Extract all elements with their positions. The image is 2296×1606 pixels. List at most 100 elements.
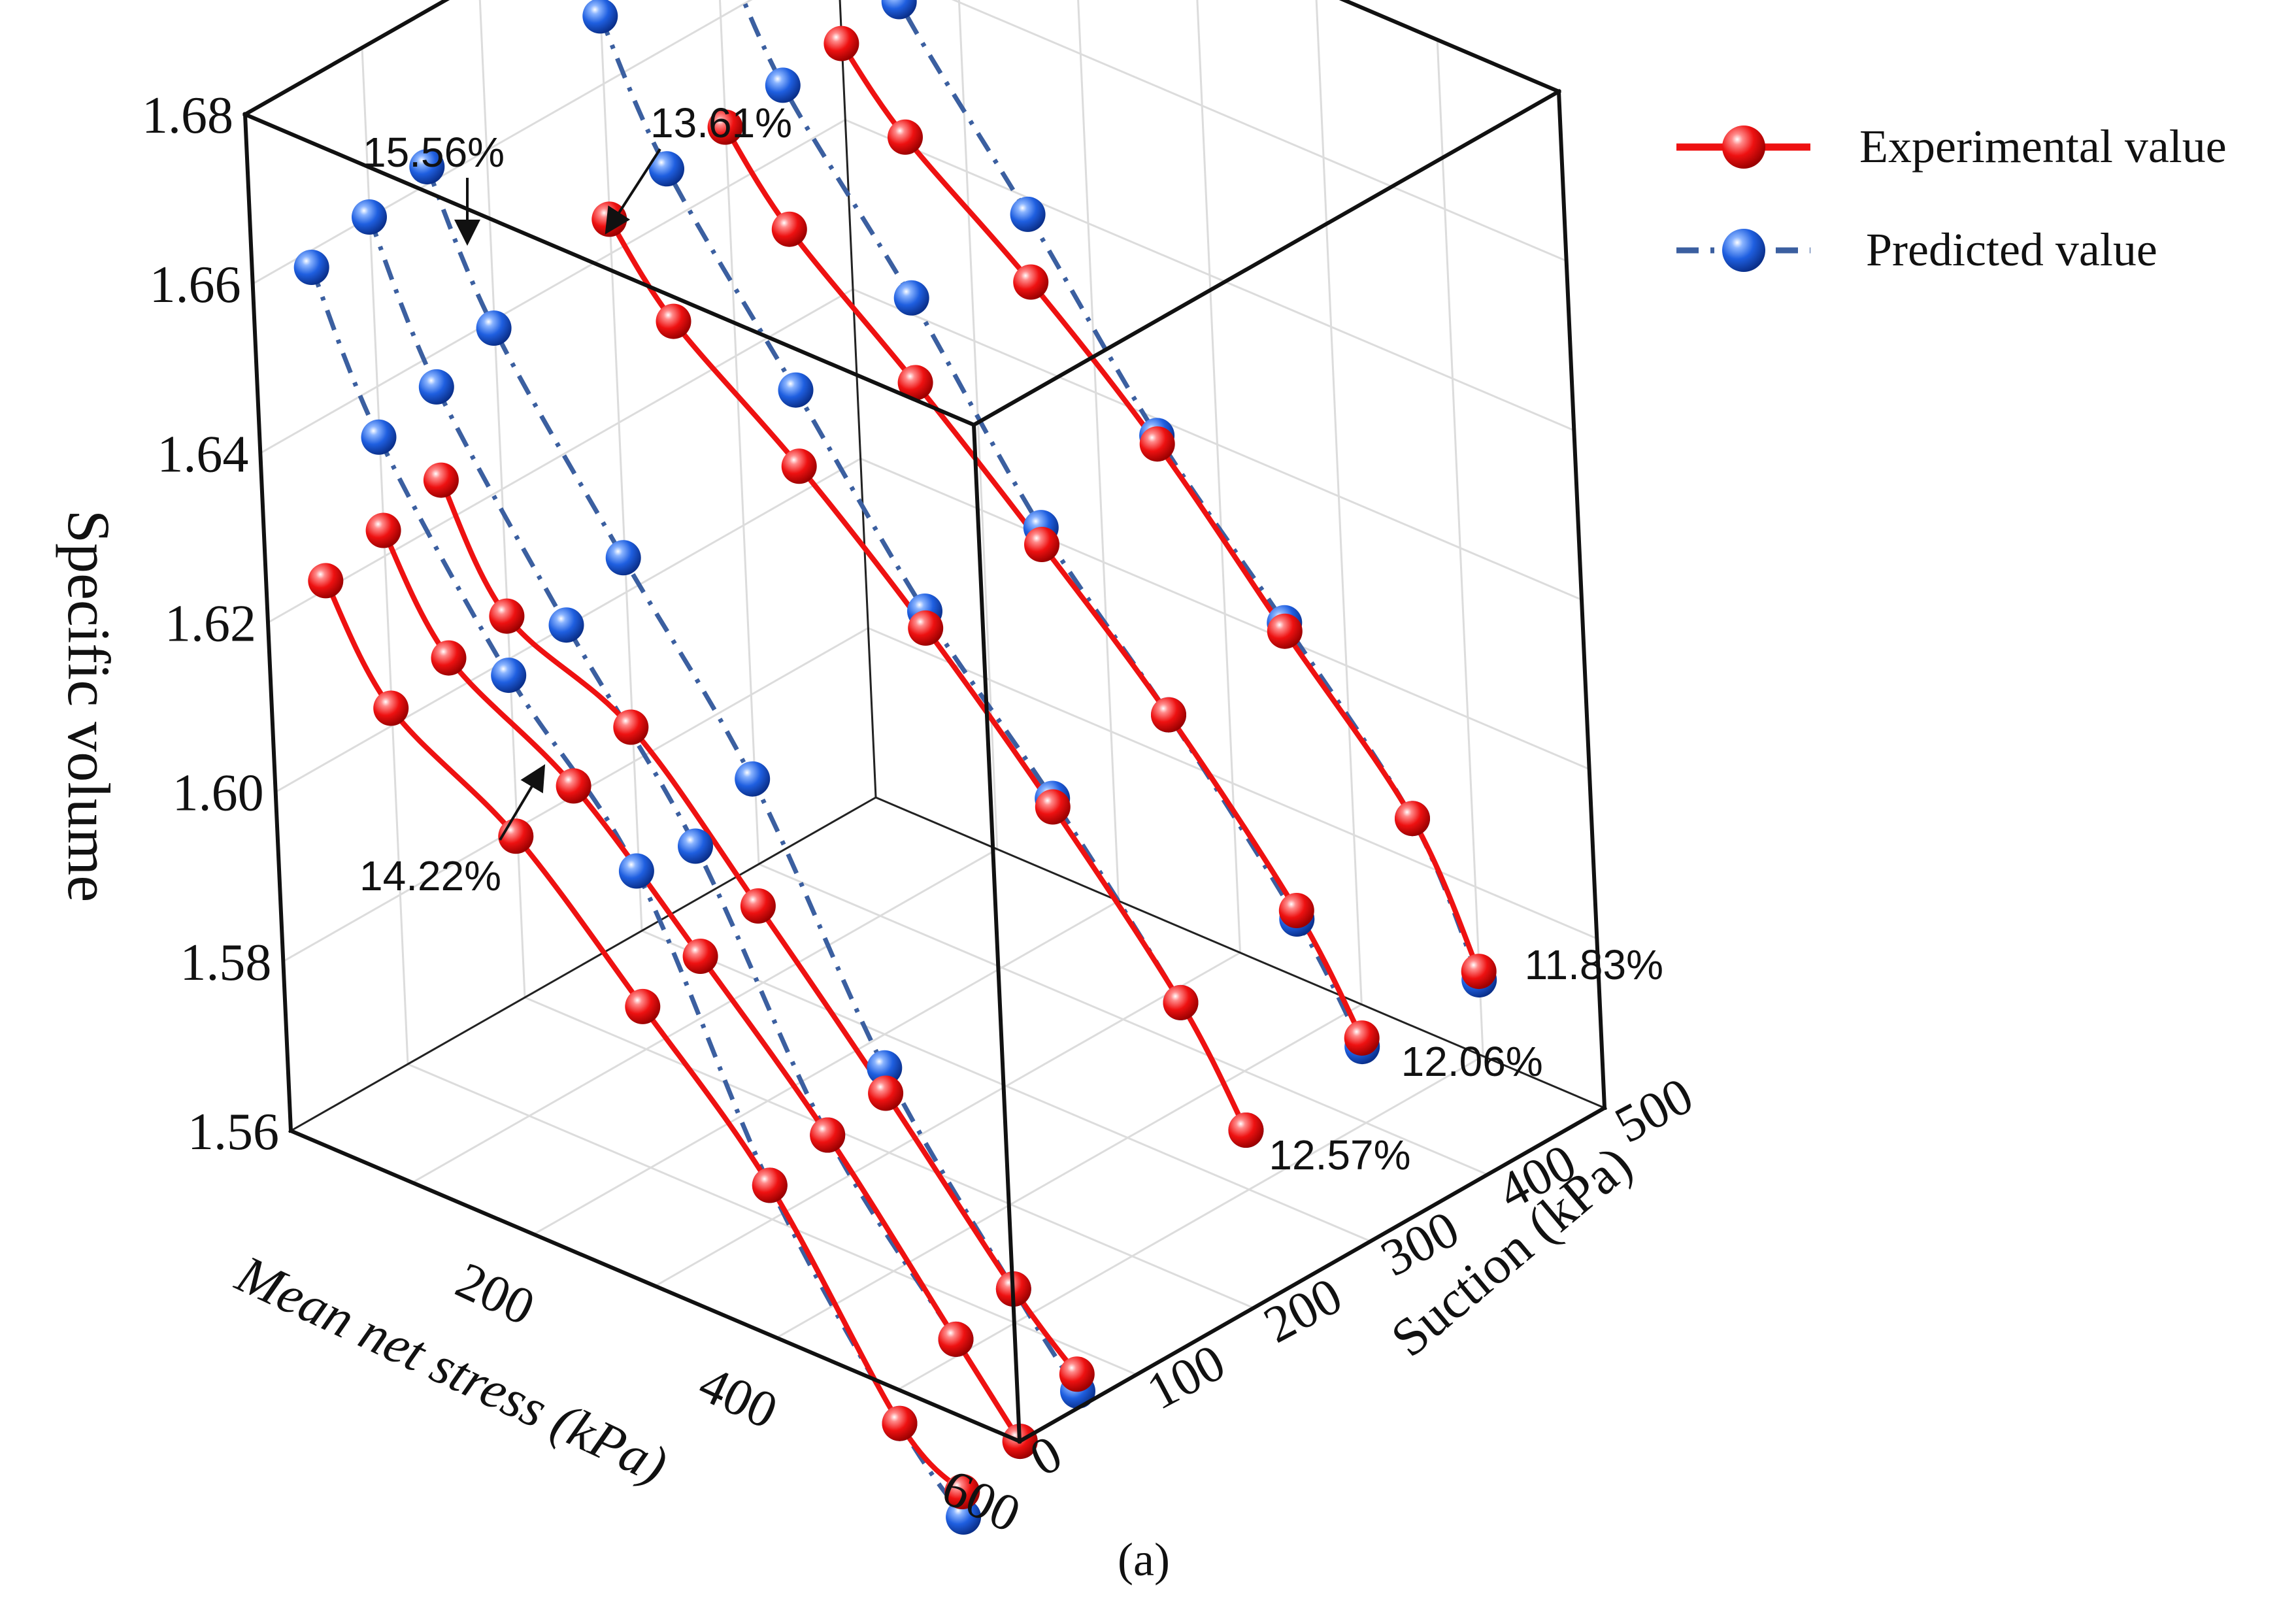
series-annotations: 15.56% 13.61% 14.22% 11.83% 12.06% 12.57% xyxy=(359,99,1663,1179)
predicted-point xyxy=(352,199,387,235)
legend-experimental-label: Experimental value xyxy=(1859,120,2227,173)
z-tick-label: 1.56 xyxy=(188,1103,279,1161)
experimental-point xyxy=(1059,1356,1095,1392)
z-tick-label: 1.60 xyxy=(173,765,264,822)
frame-edge xyxy=(971,422,1022,1444)
box-frame-front xyxy=(242,0,1608,1445)
predicted-point xyxy=(678,828,713,864)
y-tick-label: 100 xyxy=(1138,1333,1234,1421)
frame-edge xyxy=(875,796,1605,1109)
predicted-series-line xyxy=(895,0,1482,981)
experimental-point xyxy=(373,690,409,726)
experimental-point xyxy=(868,1075,904,1111)
experimental-point xyxy=(423,462,459,498)
grid-line xyxy=(1196,0,1241,953)
experimental-point xyxy=(1267,613,1303,649)
experimental-point xyxy=(888,119,923,155)
experimental-point xyxy=(771,211,807,247)
frame-edge xyxy=(971,88,1562,428)
grid-line xyxy=(1315,0,1363,1005)
predicted-point xyxy=(765,67,801,103)
experimental-point xyxy=(897,365,933,401)
experimental-point xyxy=(1344,1020,1380,1056)
series-label: 12.57% xyxy=(1269,1131,1410,1179)
predicted-point xyxy=(1010,196,1046,232)
grid-line xyxy=(252,0,753,285)
experimental-point xyxy=(489,598,525,634)
frame-edge xyxy=(242,112,976,427)
z-tick-label: 1.66 xyxy=(150,256,241,314)
grid-line xyxy=(599,0,643,931)
predicted-point xyxy=(293,250,329,285)
predicted-point xyxy=(476,310,512,346)
experimental-series-line xyxy=(607,218,1248,1131)
experimental-point xyxy=(810,1117,846,1153)
experimental-point xyxy=(1228,1112,1264,1148)
grid-line xyxy=(957,0,999,850)
grid-line xyxy=(533,900,1120,1235)
experimental-point xyxy=(944,1474,980,1509)
series-label: 12.06% xyxy=(1401,1038,1543,1085)
frame-edge xyxy=(1556,89,1607,1111)
frame-edge xyxy=(242,0,450,118)
experimental-point xyxy=(1163,984,1199,1020)
experimental-point xyxy=(1395,801,1430,837)
predicted-point xyxy=(881,0,917,20)
z-tick-label: 1.62 xyxy=(165,595,256,653)
grid-line xyxy=(897,1055,1484,1391)
grid-line xyxy=(951,0,1567,262)
frame-edge xyxy=(1339,0,1561,94)
legend: Experimental value Predicted value xyxy=(1676,120,2227,276)
experimental-point xyxy=(682,939,718,974)
experimental-point xyxy=(613,709,649,745)
z-tick-label: 1.64 xyxy=(157,426,248,483)
z-axis-title: Specific volume xyxy=(56,510,122,902)
grid-line xyxy=(718,0,760,865)
panel-label: (a) xyxy=(1118,1533,1170,1586)
frame-edge xyxy=(242,112,293,1133)
frame-edge xyxy=(288,1128,1022,1444)
predicted-point xyxy=(548,607,584,643)
experimental-point xyxy=(431,640,467,676)
experimental-point xyxy=(908,610,944,646)
experimental-point xyxy=(938,1321,974,1357)
legend-experimental-marker xyxy=(1722,125,1765,169)
predicted-point xyxy=(867,1050,903,1086)
x-tick-label: 400 xyxy=(690,1355,786,1440)
series-label: 15.56% xyxy=(363,129,505,176)
predicted-point xyxy=(946,1499,982,1535)
x-tick-label: 600 xyxy=(933,1458,1029,1543)
x-tick-label: 200 xyxy=(448,1252,543,1337)
grid-layer xyxy=(252,0,1597,1391)
z-tick-label: 1.58 xyxy=(180,934,271,992)
grid-line xyxy=(758,863,1488,1176)
series-label: 11.83% xyxy=(1525,941,1663,988)
legend-predicted-marker xyxy=(1722,229,1765,272)
y-tick-label: 500 xyxy=(1606,1067,1702,1154)
predicted-point xyxy=(409,149,445,185)
experimental-point xyxy=(656,303,691,339)
experimental-point xyxy=(1035,789,1071,825)
experimental-point xyxy=(1151,697,1186,733)
frame-edge xyxy=(290,796,876,1132)
annotation-arrow xyxy=(605,148,661,235)
experimental-point xyxy=(1024,527,1059,562)
predicted-point xyxy=(893,280,929,316)
experimental-series-line xyxy=(723,125,1365,1039)
predicted-point xyxy=(582,0,618,34)
y-tick-label: 200 xyxy=(1255,1267,1351,1354)
experimental-point xyxy=(1461,954,1497,990)
predicted-point xyxy=(491,658,527,694)
grid-line xyxy=(776,1003,1363,1339)
x-axis-title: Mean net stress (kPa) xyxy=(227,1243,676,1495)
experimental-point xyxy=(625,988,661,1024)
experimental-point xyxy=(781,448,817,484)
grid-line xyxy=(524,996,1254,1309)
grid-line xyxy=(1436,39,1484,1056)
experimental-point xyxy=(740,888,776,924)
grid-line xyxy=(412,848,998,1184)
frame-edge xyxy=(1016,1105,1608,1445)
experimental-point xyxy=(752,1167,788,1203)
experimental-point xyxy=(365,512,401,548)
